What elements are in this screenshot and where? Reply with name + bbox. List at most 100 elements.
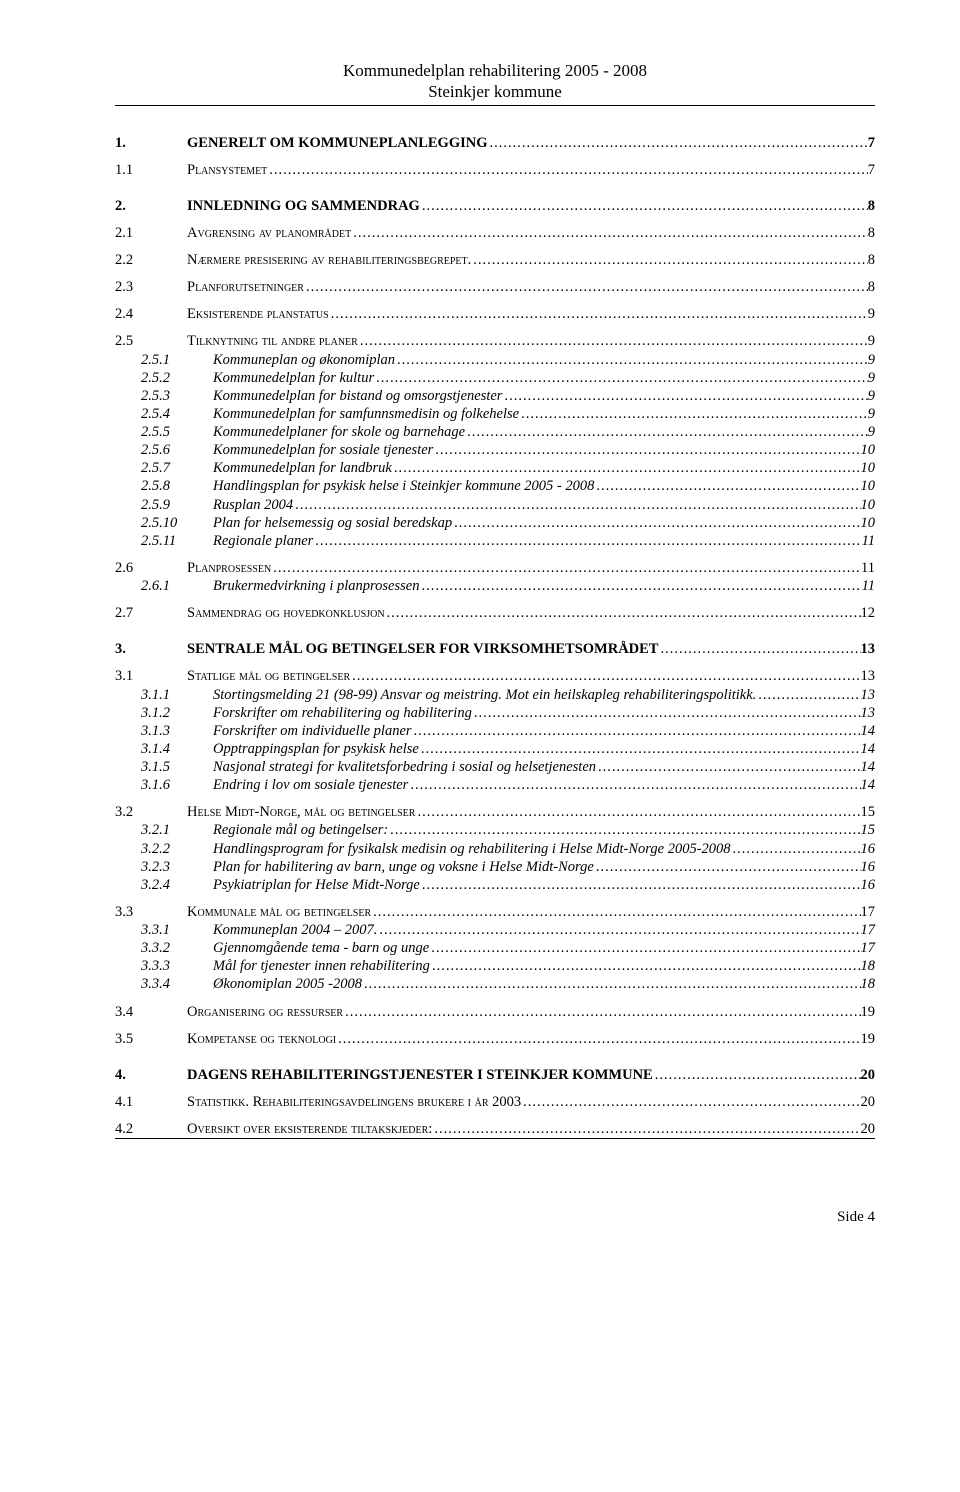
toc-entry: 3.1.3Forskrifter om individuelle planer1… (115, 722, 875, 740)
toc-number: 3.1.2 (115, 704, 213, 722)
toc-page: 11 (862, 577, 875, 595)
toc-entry: 4.1Statistikk. Rehabiliteringsavdelingen… (115, 1093, 875, 1111)
toc-leader (465, 423, 868, 441)
toc-entry: 2.5.4Kommunedelplan for samfunnsmedisin … (115, 405, 875, 423)
toc-label: Avgrensing av planområdet (187, 224, 351, 242)
toc-leader (350, 667, 860, 685)
toc-leader (488, 134, 868, 152)
toc-number: 3.1.1 (115, 686, 213, 704)
toc-entry: 3.1.2Forskrifter om rehabilitering og ha… (115, 704, 875, 722)
toc-number: 4. (115, 1066, 187, 1084)
toc-leader (395, 351, 868, 369)
toc-page: 8 (868, 251, 875, 269)
toc-entry: 2.4Eksisterende planstatus9 (115, 305, 875, 323)
toc-label: Kommunedelplan for samfunnsmedisin og fo… (213, 405, 519, 423)
toc-number: 2.5.7 (115, 459, 213, 477)
toc-page: 11 (861, 559, 875, 577)
toc-entry: 2.2Nærmere presisering av rehabilitering… (115, 251, 875, 269)
toc-entry: 2.5.2Kommunedelplan for kultur9 (115, 369, 875, 387)
toc-label: Nærmere presisering av rehabiliteringsbe… (187, 251, 471, 269)
toc-label: Statlige mål og betingelser (187, 667, 350, 685)
toc-label: Organisering og ressurser (187, 1003, 343, 1021)
toc-page: 9 (868, 305, 875, 323)
page-number: Side 4 (837, 1209, 875, 1225)
toc-number: 3.1 (115, 667, 187, 685)
toc-entry: 1.GENERELT OM KOMMUNEPLANLEGGING7 (115, 134, 875, 152)
toc-entry: 3.3.1Kommuneplan 2004 – 2007.17 (115, 921, 875, 939)
toc-label: Kommuneplan 2004 – 2007. (213, 921, 377, 939)
toc-leader (343, 1003, 860, 1021)
toc-leader (430, 957, 861, 975)
toc-leader (408, 776, 860, 794)
toc-page: 13 (861, 640, 876, 658)
toc-page: 12 (861, 604, 876, 622)
toc-page: 8 (868, 278, 875, 296)
toc-label: Gjennomgående tema - barn og unge (213, 939, 429, 957)
toc-leader (658, 640, 860, 658)
toc-label: INNLEDNING OG SAMMENDRAG (187, 197, 420, 215)
toc-number: 3.3 (115, 903, 187, 921)
toc-number: 2.5.4 (115, 405, 213, 423)
toc-number: 3.2.3 (115, 858, 213, 876)
toc-entry: 3.1.1Stortingsmelding 21 (98-99) Ansvar … (115, 686, 875, 704)
toc-label: Plan for habilitering av barn, unge og v… (213, 858, 594, 876)
toc-page: 10 (861, 441, 876, 459)
header-line-2: Steinkjer kommune (115, 81, 875, 102)
toc-leader (429, 939, 860, 957)
toc-number: 2.7 (115, 604, 187, 622)
toc-number: 2.6 (115, 559, 187, 577)
toc-page: 10 (861, 496, 876, 514)
toc-entry: 2.3Planforutsetninger 8 (115, 278, 875, 296)
toc-leader (594, 858, 861, 876)
toc-label: DAGENS REHABILITERINGSTJENESTER I STEINK… (187, 1066, 653, 1084)
toc-number: 3.1.3 (115, 722, 213, 740)
toc-entry: 3.3.2Gjennomgående tema - barn og unge17 (115, 939, 875, 957)
toc-leader (472, 704, 861, 722)
toc-leader (385, 604, 861, 622)
toc-number: 3.1.4 (115, 740, 213, 758)
toc-number: 3.5 (115, 1030, 187, 1048)
toc-number: 2.5.1 (115, 351, 213, 369)
toc-label: Endring i lov om sosiale tjenester (213, 776, 408, 794)
toc-number: 2.5.10 (115, 514, 213, 532)
toc-entry: 2.5.10Plan for helsemessig og sosial ber… (115, 514, 875, 532)
toc-entry: 2.6Planprosessen11 (115, 559, 875, 577)
toc-entry: 3.3.3Mål for tjenester innen rehabiliter… (115, 957, 875, 975)
toc-entry: 2.5.11Regionale planer11 (115, 532, 875, 550)
toc-page: 9 (868, 332, 875, 350)
toc-number: 2.3 (115, 278, 187, 296)
toc-label: Kommunedelplan for sosiale tjenester (213, 441, 433, 459)
toc-entry: 3.1.5Nasjonal strategi for kvalitetsforb… (115, 758, 875, 776)
toc-number: 2.5.11 (115, 532, 213, 550)
toc-number: 2.5.5 (115, 423, 213, 441)
toc-leader (271, 559, 861, 577)
toc-entry: 2.5Tilknytning til andre planer9 (115, 332, 875, 350)
toc-page: 18 (861, 957, 876, 975)
toc-leader (313, 532, 861, 550)
toc-number: 3.2.2 (115, 840, 213, 858)
toc-page: 7 (868, 161, 875, 179)
toc-page: 15 (861, 821, 876, 839)
toc-number: 3.1.5 (115, 758, 213, 776)
toc-leader (415, 803, 860, 821)
toc-entry: 3.1.4Opptrappingsplan for psykisk helse1… (115, 740, 875, 758)
toc-entry: 3.2Helse Midt-Norge, mål og betingelser1… (115, 803, 875, 821)
toc-page: 20 (861, 1120, 876, 1138)
toc-label: Eksisterende planstatus (187, 305, 329, 323)
toc-label: Stortingsmelding 21 (98-99) Ansvar og me… (213, 686, 756, 704)
toc-leader (336, 1030, 860, 1048)
toc-leader (502, 387, 867, 405)
toc-page: 17 (861, 939, 876, 957)
toc-label: Planforutsetninger (187, 278, 304, 296)
toc-number: 3.3.1 (115, 921, 213, 939)
toc-number: 4.1 (115, 1093, 187, 1111)
toc-label: Handlingsprogram for fysikalsk medisin o… (213, 840, 731, 858)
toc-leader (329, 305, 868, 323)
toc-leader (419, 577, 861, 595)
toc-page: 19 (861, 1030, 876, 1048)
toc-leader (432, 1120, 860, 1138)
page-footer: Side 4 (115, 1209, 875, 1226)
header-line-1: Kommunedelplan rehabilitering 2005 - 200… (115, 60, 875, 81)
toc-number: 3.2 (115, 803, 187, 821)
toc-label: Regionale planer (213, 532, 313, 550)
